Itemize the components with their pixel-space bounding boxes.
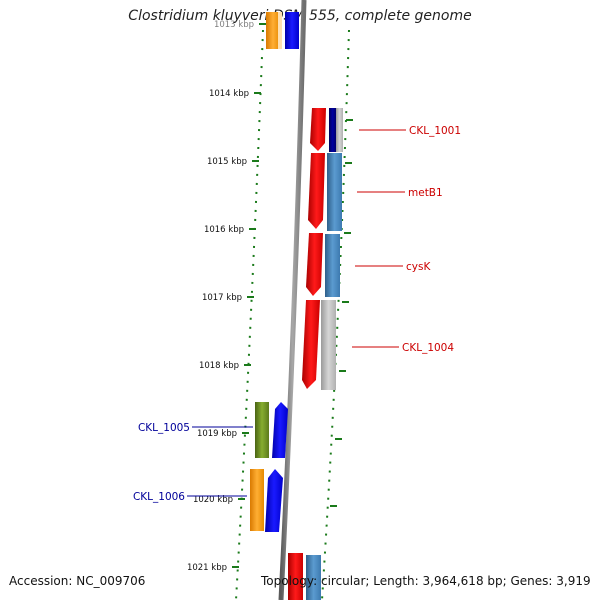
gene-ckl-1001-gray-block[interactable] — [336, 108, 343, 152]
gene-ckl-1006-blue-arrow[interactable] — [265, 469, 283, 532]
kbp-tick-label: 1015 kbp — [207, 157, 247, 167]
gene-cysk-steel-block[interactable] — [325, 234, 340, 297]
accession-text: Accession: NC_009706 — [9, 574, 146, 588]
gene-cysk-red-arrow[interactable] — [306, 233, 323, 296]
gene-metb1-red-arrow[interactable] — [308, 153, 325, 229]
gene-label[interactable]: CKL_1001 — [409, 125, 461, 137]
gene-label[interactable]: metB1 — [408, 187, 443, 199]
gene-label-group: CKL_1001 metB1 cysK CKL_1004 CKL_1005 CKL_100… — [133, 125, 461, 503]
kbp-tick-label: 1019 kbp — [197, 429, 237, 439]
gene-label[interactable]: cysK — [406, 261, 431, 273]
kbp-tick-label: 1017 kbp — [202, 293, 242, 303]
outer-tick-group — [330, 119, 353, 507]
genome-backbone — [278, 0, 307, 600]
gene-block-steel-bottom[interactable] — [306, 555, 321, 600]
kbp-tick-label: 1020 kbp — [193, 495, 233, 505]
gene-ckl-1004-red-arrow[interactable] — [302, 300, 320, 389]
kbp-tick-label: 1016 kbp — [204, 225, 244, 235]
gene-ckl-1004-gray-block[interactable] — [321, 300, 336, 390]
gene-ckl-1001-red-arrow[interactable] — [310, 108, 326, 151]
gene-block-red-bottom[interactable] — [288, 553, 303, 600]
kbp-tick-group: 1013 kbp 1014 kbp 1015 kbp 1016 kbp 1017 kbp… — [187, 20, 266, 573]
gene-label[interactable]: CKL_1004 — [402, 342, 454, 354]
kbp-tick-label: 1014 kbp — [209, 89, 249, 99]
gene-ckl-1005-blue-arrow[interactable] — [272, 402, 288, 458]
gene-ckl-1006-orange-block[interactable] — [250, 469, 264, 531]
gene-block-blue-top[interactable] — [285, 12, 299, 49]
gene-block-orange-top-shade — [278, 12, 282, 49]
gene-label[interactable]: CKL_1005 — [138, 422, 190, 434]
kbp-tick-label: 1013 kbp — [214, 20, 254, 30]
kbp-tick-label: 1021 kbp — [187, 563, 227, 573]
genome-summary-text: Topology: circular; Length: 3,964,618 bp… — [261, 574, 591, 588]
map-title: Clostridium kluyveri DSM 555, complete g… — [128, 8, 472, 24]
gene-label[interactable]: CKL_1006 — [133, 491, 185, 503]
gene-ckl-1005-olive-block[interactable] — [255, 402, 269, 458]
kbp-tick-label: 1018 kbp — [199, 361, 239, 371]
gene-ckl-1001-navy-block[interactable] — [329, 108, 336, 152]
gene-metb1-steel-block[interactable] — [327, 153, 342, 231]
gene-block-orange-top[interactable] — [266, 12, 280, 49]
